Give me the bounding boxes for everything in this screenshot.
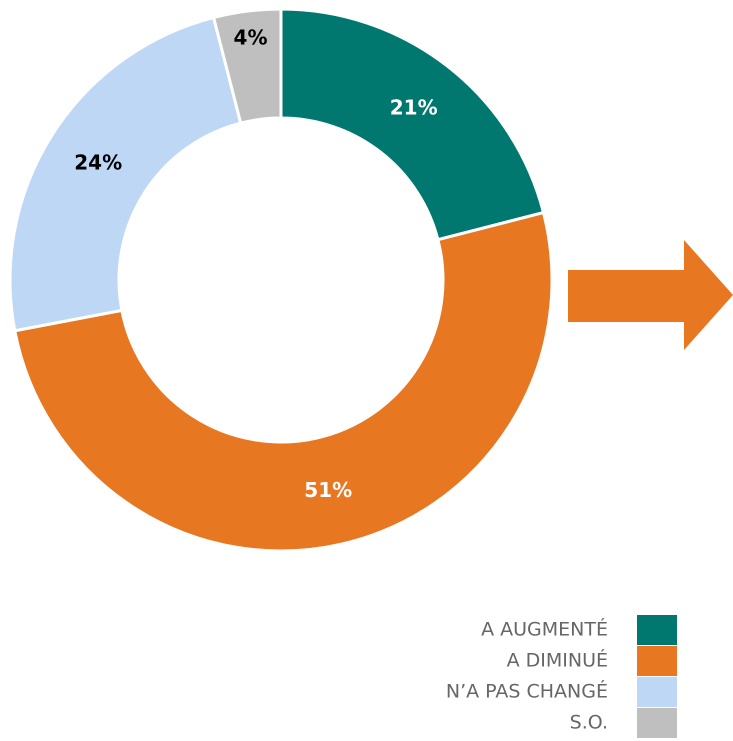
legend-label: A DIMINUÉ	[507, 649, 608, 672]
legend-label: S.O.	[570, 712, 608, 734]
legend-swatch	[637, 708, 677, 738]
slice	[8, 15, 243, 333]
value-label: 24%	[74, 150, 122, 174]
legend-swatch	[637, 677, 677, 707]
slice	[13, 210, 554, 553]
legend-swatch	[637, 615, 677, 645]
arrow	[568, 240, 733, 350]
value-label: 4%	[234, 25, 268, 49]
slice	[211, 7, 283, 125]
legend-swatch	[637, 646, 677, 676]
slice	[279, 7, 546, 242]
legend-label: A AUGMENTÉ	[481, 618, 608, 641]
legend-label: N’A PAS CHANGÉ	[446, 680, 608, 703]
value-label: 51%	[304, 478, 352, 502]
value-label: 21%	[390, 95, 438, 119]
